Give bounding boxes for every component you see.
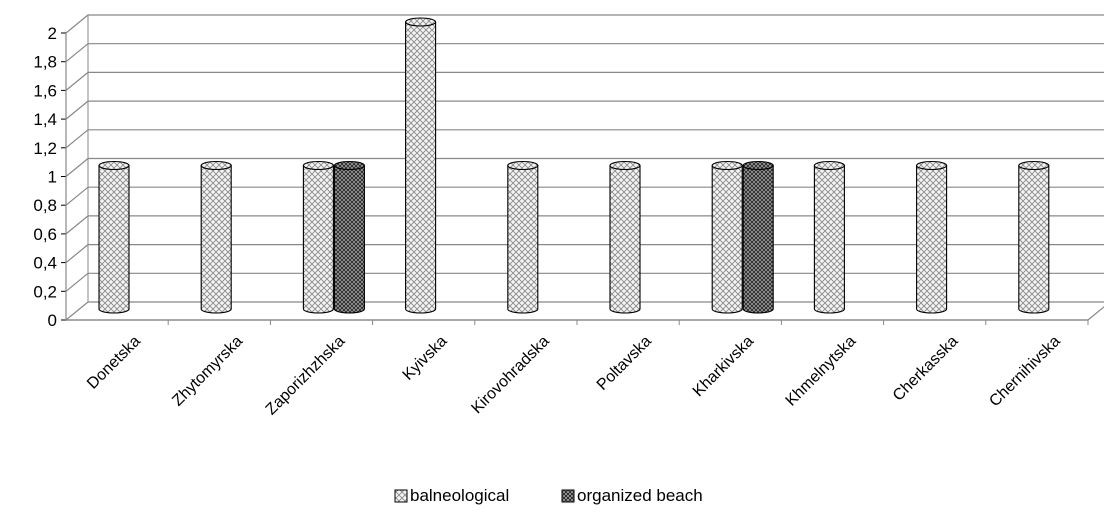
gridline xyxy=(65,129,1104,149)
bar-body xyxy=(742,164,774,314)
gridline xyxy=(65,157,1104,177)
bar-body xyxy=(916,164,948,314)
x-tick-label: Zhytomyrska xyxy=(169,333,246,410)
x-tick-label: Khmelnytska xyxy=(783,333,860,410)
bar-top xyxy=(507,160,539,171)
y-tick-label: 1,2 xyxy=(33,139,57,158)
bar-balneological-poltavska xyxy=(609,160,641,314)
legend-swatch-balneological xyxy=(394,489,408,503)
x-tick-label: Zaporizhzhska xyxy=(263,333,349,419)
x-tick-label: Chernihivska xyxy=(986,333,1063,410)
bar-top xyxy=(200,160,232,171)
x-tick-label: Cherkasska xyxy=(890,333,962,405)
bar-top xyxy=(813,160,845,171)
legend: balneological organized beach xyxy=(394,486,703,505)
y-tick-label: 2 xyxy=(48,24,57,43)
y-axis-ticks: 0 0,2 0,4 0,6 0,8 1 1,2 1,4 1,6 1,8 2 xyxy=(33,24,57,330)
bar-balneological-zaporizhzhska xyxy=(302,160,334,314)
bar-top xyxy=(333,160,365,171)
bar-body xyxy=(813,164,845,314)
y-tick-label: 0,2 xyxy=(33,282,57,301)
axes xyxy=(61,32,1104,325)
bar-balneological-zhytomyrska xyxy=(200,160,232,314)
bar-body xyxy=(609,164,641,314)
bar-balneological-kirovohradska xyxy=(507,160,539,314)
grid xyxy=(65,14,1104,321)
gridline xyxy=(65,100,1104,120)
bar-body xyxy=(333,164,365,314)
bar-top xyxy=(609,160,641,171)
legend-label-organized-beach: organized beach xyxy=(577,486,703,505)
x-tick-label: Poltavska xyxy=(594,333,655,394)
y-tick-label: 1,6 xyxy=(33,81,57,100)
bar-top xyxy=(711,160,743,171)
bar-organized-beach-zaporizhzhska xyxy=(333,160,365,314)
gridline xyxy=(65,43,1104,63)
y-tick-label: 1,4 xyxy=(33,110,57,129)
bar-top xyxy=(1018,160,1050,171)
x-tick-label: Donetska xyxy=(84,333,144,393)
bar-body xyxy=(711,164,743,314)
bar-body xyxy=(507,164,539,314)
bar-balneological-cherkasska xyxy=(916,160,948,314)
x-axis-labels: Donetska Zhytomyrska Zaporizhzhska Kyivska K… xyxy=(84,333,1064,419)
bar-body xyxy=(1018,164,1050,314)
bar-balneological-chernihivska xyxy=(1018,160,1050,314)
x-tick-label: Kharkivska xyxy=(690,333,757,400)
bar-top xyxy=(302,160,334,171)
bar-body xyxy=(200,164,232,314)
bar-top xyxy=(98,160,130,171)
x-tick-label: Kyivska xyxy=(400,333,451,384)
y-tick-label: 0,4 xyxy=(33,254,57,273)
bar-balneological-khmelnytska xyxy=(813,160,845,314)
y-tick-label: 1 xyxy=(48,168,57,187)
bar-body xyxy=(302,164,334,314)
bar-top xyxy=(916,160,948,171)
y-tick-label: 1,8 xyxy=(33,53,57,72)
y-tick-label: 0 xyxy=(48,311,57,330)
x-tick-label: Kirovohradska xyxy=(468,333,552,417)
bar-body xyxy=(405,21,437,314)
legend-label-balneological: balneological xyxy=(410,486,509,505)
bar-balneological-kharkivska xyxy=(711,160,743,314)
y-tick-label: 0,8 xyxy=(33,196,57,215)
legend-swatch-organized-beach xyxy=(561,489,575,503)
gridline xyxy=(65,14,1104,34)
bar-balneological-kyivska xyxy=(405,17,437,314)
bar-top xyxy=(405,17,437,27)
bar-balneological-donetska xyxy=(98,160,130,314)
bars xyxy=(98,17,1050,314)
y-tick-label: 0,6 xyxy=(33,225,57,244)
gridline xyxy=(65,71,1104,91)
bar-organized-beach-kharkivska xyxy=(742,160,774,314)
bar-body xyxy=(98,164,130,314)
bar-top xyxy=(742,160,774,171)
